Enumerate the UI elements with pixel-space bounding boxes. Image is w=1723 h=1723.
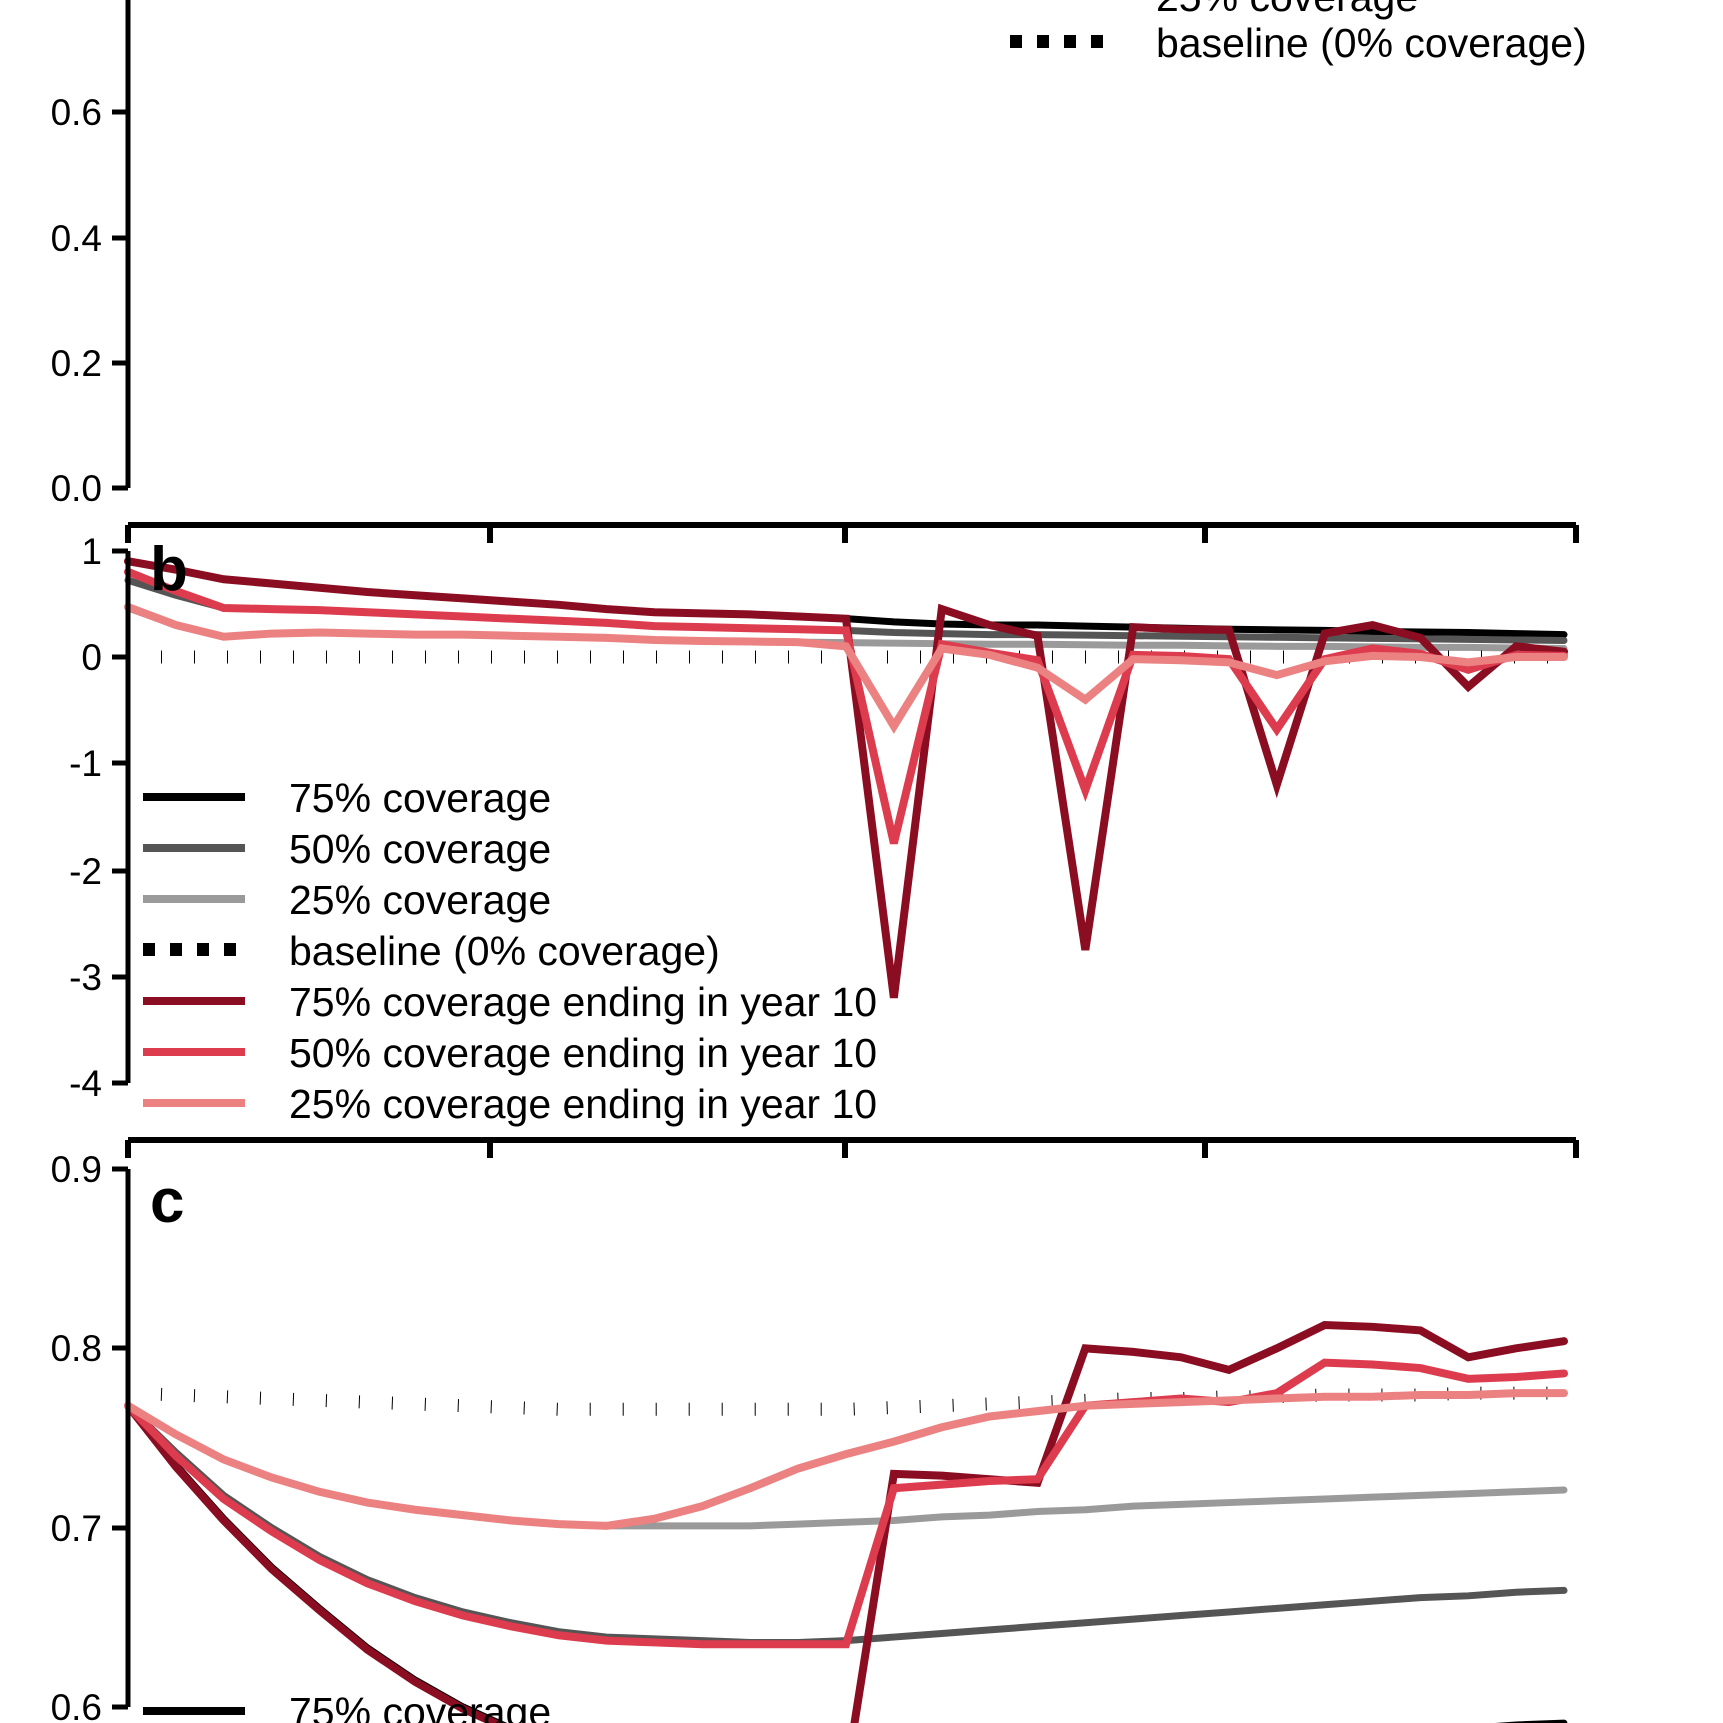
legend-dot	[170, 943, 182, 956]
legend-dot	[1091, 35, 1103, 48]
legend-item[interactable]: baseline (0% coverage)	[143, 928, 720, 974]
y-tick-label-b: -1	[69, 743, 102, 784]
legend-dot	[197, 943, 209, 956]
y-tick-label-a: 0.6	[51, 92, 102, 133]
panel-letter-b: b	[150, 535, 188, 604]
legend-dot	[1037, 35, 1049, 48]
y-tick-label-a: 0.0	[51, 468, 102, 509]
legend-label: 25% coverage ending in year 10	[289, 1081, 877, 1127]
panel-letter-c: c	[150, 1167, 184, 1236]
legend-label: 25% coverage	[289, 877, 551, 923]
legend-label: 75% coverage	[289, 1689, 551, 1723]
y-tick-label-c: 0.8	[51, 1328, 102, 1369]
series-line	[124, 602, 1568, 734]
y-tick-label-c: 0.6	[51, 1687, 102, 1723]
legend-item[interactable]: 75% coverage ending in year 10	[143, 979, 877, 1025]
legend-label: baseline (0% coverage)	[289, 928, 720, 974]
legend-dot	[224, 943, 236, 956]
legend-label: 50% coverage ending in year 10	[289, 1030, 877, 1076]
y-tick-label-b: -3	[69, 957, 102, 998]
legend-item[interactable]: 75% coverage	[143, 1689, 551, 1723]
y-tick-label-b: 0	[81, 637, 102, 678]
y-tick-label-a: 0.4	[51, 218, 102, 259]
legend-label: 75% coverage ending in year 10	[289, 979, 877, 1025]
y-tick-label-b: -2	[69, 851, 102, 892]
series-line	[124, 1389, 1568, 1530]
legend-label: 25% coverage	[1156, 0, 1418, 20]
legend-item[interactable]: baseline (0% coverage)	[1010, 20, 1587, 66]
legend-dot	[143, 943, 155, 956]
y-tick-label-b: -4	[69, 1063, 102, 1104]
legend-item[interactable]: 75% coverage	[143, 775, 551, 821]
legend-item[interactable]: 25% coverage	[1010, 0, 1418, 20]
plot-area-c	[124, 1320, 1568, 1723]
series-line	[124, 1402, 1568, 1530]
series-line	[124, 1320, 1568, 1723]
legend-panel-b: 75% coverage 50% coverage 25% coverage base…	[143, 775, 877, 1127]
y-tick-label-c: 0.9	[51, 1149, 102, 1190]
legend-item[interactable]: 25% coverage ending in year 10	[143, 1081, 877, 1127]
legend-item[interactable]: 25% coverage	[143, 877, 551, 923]
legend-panel-c: 75% coverage	[143, 1689, 551, 1723]
y-tick-label-c: 0.7	[51, 1508, 102, 1549]
legend-item[interactable]: 50% coverage ending in year 10	[143, 1030, 877, 1076]
panel-c: 0.9 0.8 0.7 0.6	[51, 1149, 1568, 1723]
legend-label: 50% coverage	[289, 826, 551, 872]
legend-label: baseline (0% coverage)	[1156, 20, 1587, 66]
legend-dot	[1064, 35, 1076, 48]
panel-b: 0 1 -1 -2 -3 -4	[69, 531, 1579, 1158]
series-line	[124, 1358, 1568, 1649]
y-tick-label-a: 0.2	[51, 343, 102, 384]
legend-item[interactable]: 50% coverage	[143, 826, 551, 872]
legend-label: 75% coverage	[289, 775, 551, 821]
y-tick-label-b: 1	[81, 531, 102, 572]
panel-a: 0.6 0.4 0.2 0.0	[51, 0, 1579, 543]
legend-dot	[1010, 35, 1022, 48]
series-line	[124, 557, 1568, 999]
plot-area-b	[124, 557, 1568, 999]
